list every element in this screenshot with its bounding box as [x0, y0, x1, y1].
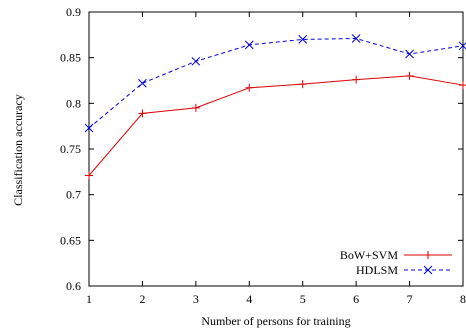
data-point-series-1 [459, 81, 466, 90]
data-point-series-2 [298, 35, 308, 44]
data-point-series-2 [244, 40, 254, 50]
legend-marker-2 [423, 265, 433, 275]
x-tick-label: 2 [139, 292, 145, 306]
y-tick-label: 0.85 [60, 51, 81, 65]
y-tick-label: 0.65 [60, 233, 81, 247]
legend-marker-1 [424, 251, 432, 259]
y-axis-label: Classification accuracy [11, 94, 25, 206]
x-tick-label: 5 [300, 292, 306, 306]
data-point-series-2 [84, 123, 94, 133]
data-point-series-1 [405, 71, 414, 80]
series-line-1 [88, 75, 464, 176]
data-point-series-2 [351, 34, 361, 43]
x-tick-label: 8 [460, 292, 466, 306]
x-tick-label: 1 [86, 292, 92, 306]
data-point-series-1 [85, 171, 93, 180]
y-tick-label: 0.75 [60, 142, 81, 156]
data-point-series-1 [138, 109, 147, 118]
legend-label-2: HDLSM [356, 263, 398, 277]
x-tick-label: 3 [193, 292, 199, 306]
y-tick-label: 0.9 [66, 5, 81, 19]
data-point-series-2 [405, 49, 414, 59]
data-point-series-1 [245, 83, 254, 92]
data-point-series-1 [191, 103, 200, 112]
x-tick-label: 4 [246, 292, 252, 306]
y-tick-label: 0.7 [66, 188, 81, 202]
y-tick-label: 0.6 [66, 279, 81, 293]
x-tick-label: 6 [353, 292, 359, 306]
data-point-series-2 [191, 56, 201, 66]
y-tick-label: 0.8 [66, 96, 81, 110]
data-point-series-2 [138, 78, 147, 88]
legend-label-1: BoW+SVM [340, 248, 398, 262]
data-point-series-1 [298, 80, 307, 89]
data-point-series-1 [352, 75, 361, 84]
plot-area: 0.6 0.65 0.7 0.75 0.8 0.85 0.9 1 2 3 4 5 6 7 8 BoW+SVMH… [60, 5, 466, 306]
x-tick-label: 7 [407, 292, 413, 306]
x-axis-label: Number of persons for training [201, 314, 350, 328]
series-line-2 [88, 37, 464, 129]
